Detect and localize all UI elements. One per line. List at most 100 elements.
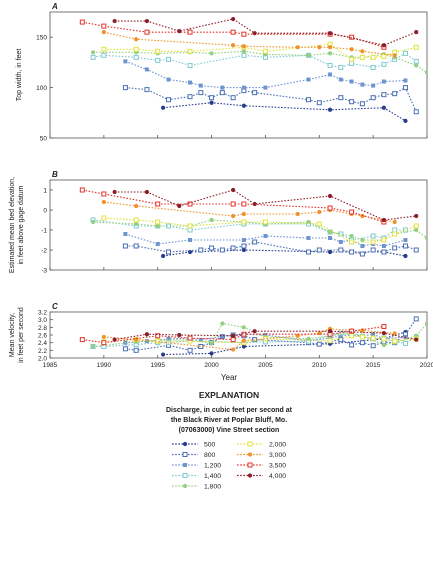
series-line-500 <box>163 249 406 257</box>
data-point-1-200 <box>155 242 160 246</box>
data-point-2-000 <box>133 46 139 52</box>
data-point-2-000 <box>381 237 387 243</box>
data-point-1-800 <box>306 219 311 225</box>
data-point-1-200 <box>338 240 343 244</box>
data-point-500 <box>403 253 408 259</box>
data-point-800 <box>144 87 150 93</box>
data-point-1-800 <box>90 50 96 55</box>
data-point-4-000 <box>144 332 150 337</box>
legend-entry-1-200: 1,200 <box>172 463 221 470</box>
series-line-2-000 <box>103 217 417 243</box>
data-point-800 <box>359 340 365 346</box>
data-point-1-400 <box>187 227 193 233</box>
data-point-3-000 <box>241 338 246 343</box>
data-point-2-000 <box>133 217 139 223</box>
legend-caption-line2: the Black River at Poplar Bluff, Mo. <box>171 417 287 424</box>
data-point-4-000 <box>112 18 117 24</box>
data-point-2-000 <box>392 338 398 344</box>
data-point-1-200 <box>371 332 376 337</box>
series-line-1-200 <box>125 333 406 344</box>
data-point-800 <box>370 247 376 253</box>
data-point-1-800 <box>241 49 246 54</box>
data-point-1-800 <box>327 229 333 235</box>
series-group <box>79 316 427 357</box>
data-point-1-200 <box>263 85 268 90</box>
data-point-3-500 <box>230 201 236 207</box>
data-point-800 <box>413 109 419 115</box>
data-point-500 <box>381 105 387 110</box>
y-tick-label: -3 <box>41 268 47 275</box>
data-point-800 <box>381 92 387 98</box>
legend-caption-line1: Discharge, in cubic feet per second at <box>166 407 293 414</box>
y-axis-label: Top width, in feet <box>16 49 23 102</box>
data-point-1-400 <box>370 233 376 239</box>
data-point-2-000 <box>187 223 193 229</box>
data-point-800 <box>402 85 408 91</box>
data-point-3-000 <box>392 53 397 58</box>
data-point-1-400 <box>402 50 408 56</box>
data-point-1-800 <box>209 341 214 346</box>
data-point-3-500 <box>187 29 193 35</box>
data-point-500 <box>209 351 214 356</box>
data-point-3-500 <box>79 187 85 193</box>
data-point-1-200 <box>198 83 203 88</box>
data-point-3-000 <box>317 45 322 50</box>
data-point-1-400 <box>90 54 96 60</box>
data-point-800 <box>349 99 355 105</box>
data-point-1-200 <box>220 334 225 339</box>
y-tick-label: 2.8 <box>38 325 47 332</box>
data-point-2-000 <box>359 334 365 340</box>
x-tick-label: 2020 <box>420 362 433 369</box>
legend-entry-2-000: 2,000 <box>237 441 286 449</box>
data-point-800 <box>316 100 322 106</box>
x-tick-label: 1995 <box>150 362 165 369</box>
data-point-500 <box>209 100 214 105</box>
data-point-1-400 <box>402 227 408 233</box>
data-point-3-500 <box>101 23 107 29</box>
data-point-3-500 <box>101 340 107 346</box>
data-point-1-400 <box>155 57 161 63</box>
series-group <box>79 187 427 259</box>
data-point-1-200 <box>166 77 171 82</box>
y-axis-label: Mean velocity, <box>9 313 16 357</box>
data-point-800 <box>209 245 215 251</box>
data-point-3-500 <box>327 205 333 211</box>
data-point-4-000 <box>177 29 182 34</box>
data-point-1-800 <box>360 237 365 243</box>
data-point-1-200 <box>381 244 386 248</box>
data-point-800 <box>306 249 312 255</box>
data-point-800 <box>349 342 355 348</box>
data-point-4-000 <box>177 332 182 338</box>
data-point-4-000 <box>327 193 333 199</box>
data-point-1-200 <box>144 67 149 72</box>
data-point-1-800 <box>414 227 419 233</box>
y-tick-label: 50 <box>40 136 48 143</box>
x-tick-label: 2015 <box>366 362 381 369</box>
legend-marker <box>247 462 253 468</box>
data-point-1-200 <box>371 83 376 88</box>
data-point-2-000 <box>155 48 161 54</box>
data-point-1-200 <box>338 333 343 338</box>
series-line-3-000 <box>103 201 395 223</box>
data-point-3-000 <box>241 211 246 217</box>
data-point-800 <box>392 245 398 251</box>
data-point-1-200 <box>403 78 408 83</box>
data-point-800 <box>413 316 419 322</box>
data-point-500 <box>161 253 166 259</box>
data-point-3-500 <box>144 29 150 35</box>
data-point-3-500 <box>241 31 247 37</box>
data-point-2-000 <box>349 333 355 339</box>
series-line-1-800 <box>93 322 427 348</box>
data-point-800 <box>402 243 408 249</box>
data-point-800 <box>241 243 247 249</box>
data-point-500 <box>161 352 166 357</box>
data-point-3-000 <box>241 44 246 49</box>
data-point-1-800 <box>155 223 160 229</box>
data-point-2-000 <box>241 219 247 225</box>
data-point-800 <box>316 247 322 253</box>
data-point-500 <box>403 118 408 123</box>
y-tick-label: 2.6 <box>38 333 47 340</box>
data-point-1-200 <box>381 79 386 84</box>
data-point-800 <box>122 243 128 249</box>
